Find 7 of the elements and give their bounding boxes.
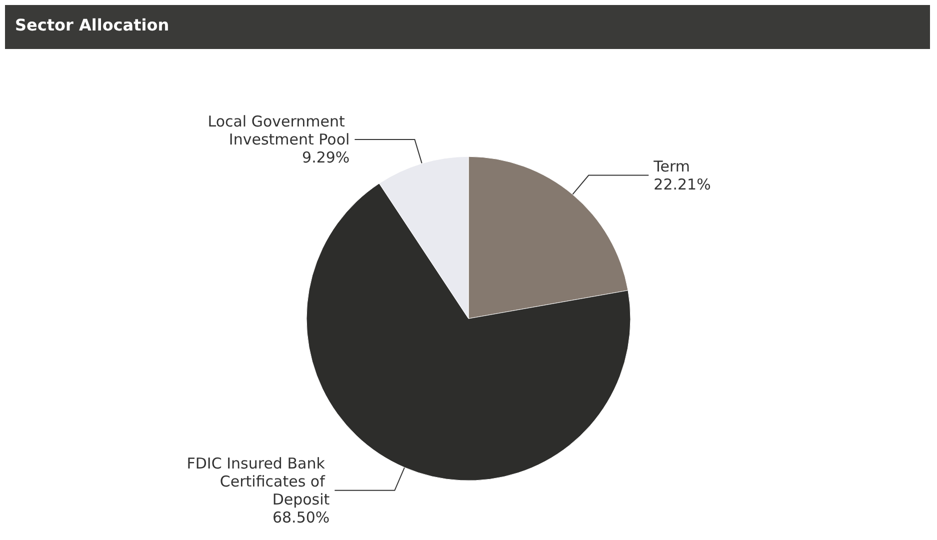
data-label: 9.29% [302, 148, 350, 167]
slice-label: FDIC Insured Bank Certificates of Deposit [186, 454, 330, 508]
slice-label: Term [652, 157, 690, 176]
slice-label: Local Government Investment Pool [208, 112, 350, 149]
data-label: 68.50% [272, 508, 330, 526]
chart-title: Sector Allocation [15, 16, 170, 34]
data-label: 22.21% [654, 175, 711, 194]
